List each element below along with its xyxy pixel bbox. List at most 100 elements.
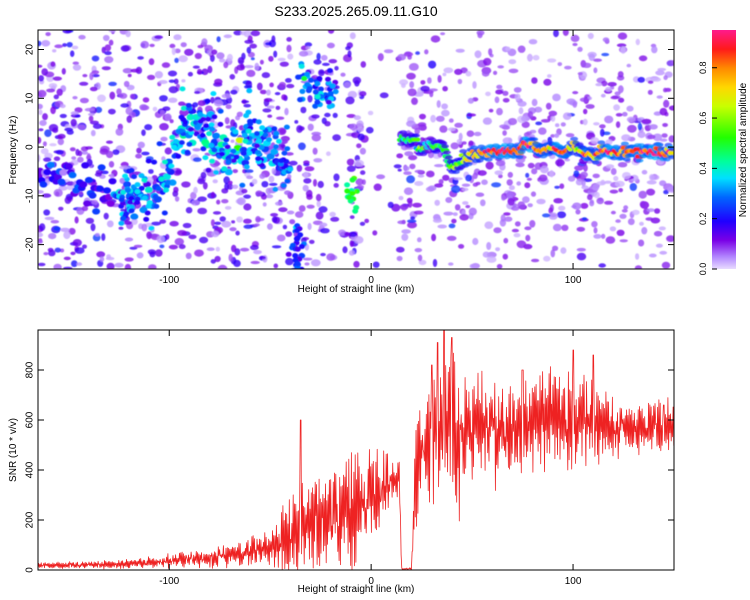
spectrogram-noise-cell [409, 163, 416, 170]
spectrogram-ridge-halo [668, 154, 674, 160]
spectrogram-noise-cell [199, 236, 209, 244]
spectrogram-blob-cell [344, 182, 351, 188]
spectrogram-noise-cell [103, 34, 110, 42]
spectrogram-noise-cell [38, 109, 43, 116]
spectrogram-noise-cell [590, 137, 600, 145]
spectrogram-noise-cell [285, 231, 293, 237]
spectrogram-noise-cell [638, 190, 647, 199]
spectrogram-noise-cell [254, 223, 260, 227]
spectrogram-noise-cell [74, 216, 79, 224]
spectrogram-noise-cell [629, 183, 637, 191]
spectrogram-noise-cell [250, 260, 260, 265]
spectrogram-noise-cell [593, 67, 598, 74]
spectrogram-energy-cell [127, 199, 133, 205]
spectrogram-noise-cell [158, 80, 168, 84]
spectrogram-noise-cell [593, 191, 600, 199]
spectrogram-noise-cell [583, 164, 588, 172]
spectrogram-noise-cell [627, 218, 635, 226]
spectrogram-noise-cell [580, 171, 588, 178]
spectrogram-noise-cell [598, 197, 603, 202]
spectrogram-noise-cell [516, 240, 527, 249]
spectrogram-blob-cell [306, 85, 313, 92]
spectrogram-noise-cell [326, 253, 336, 261]
spectrogram-noise-cell [328, 59, 338, 64]
spectrogram-blob-cell [298, 63, 305, 69]
spectrogram-noise-cell [432, 259, 438, 267]
spectrogram-noise-cell [496, 107, 503, 116]
spectrogram-noise-cell [38, 103, 43, 110]
spectrogram-noise-cell [560, 122, 566, 127]
spectrogram-noise-cell [494, 170, 504, 176]
spectrogram-noise-cell [38, 262, 46, 267]
spectrogram-noise-cell [144, 124, 153, 131]
spectrogram-energy-cell [287, 166, 294, 172]
spectrogram-noise-cell [58, 206, 64, 211]
spectrogram-energy-cell [223, 137, 230, 143]
spectrogram-frame [37, 29, 675, 270]
spectrogram-noise-cell [236, 216, 243, 223]
spectrogram-noise-cell [437, 75, 442, 83]
spectrogram-noise-cell [553, 198, 563, 204]
spectrogram-energy-cell [131, 174, 137, 180]
spectrogram-noise-cell [609, 189, 619, 194]
spectrogram-noise-cell [524, 182, 531, 189]
spectrogram-noise-cell [285, 257, 294, 266]
spectrogram-noise-cell [577, 46, 583, 52]
spectrogram-noise-cell [50, 219, 60, 224]
spectrogram-noise-cell [574, 165, 584, 171]
spectrogram-noise-cell [261, 72, 271, 79]
snr-y-label: SNR (10 * v/v) [8, 418, 19, 482]
spectrogram-noise-cell [439, 125, 448, 133]
spectrogram-noise-cell [286, 83, 295, 89]
spectrogram-blob-cell [353, 205, 360, 211]
spectrogram-noise-cell [663, 189, 669, 195]
spectrogram-noise-cell [255, 216, 261, 223]
spectrogram-ridge-cell [68, 171, 77, 179]
spectrogram-noise-cell [159, 110, 165, 117]
spectrogram-noise-cell [114, 262, 124, 268]
spectrogram-noise-cell [91, 199, 98, 205]
spectrogram-noise-cell [278, 207, 288, 213]
spectrogram-noise-cell [202, 182, 208, 190]
spectrogram-noise-cell [120, 103, 130, 108]
spectrogram-energy-cell [245, 128, 252, 134]
spectrogram-energy-cell [200, 146, 207, 152]
spectrogram-noise-cell [243, 224, 253, 229]
spectrogram-noise-cell [70, 251, 76, 256]
spectrogram-noise-cell [655, 243, 663, 248]
spectrogram-noise-cell [465, 70, 472, 77]
spectrogram-energy-cell [186, 141, 193, 147]
spectrogram-energy-cell [164, 183, 170, 189]
spectrogram-noise-cell [38, 64, 43, 68]
spectrogram-noise-cell [488, 48, 493, 56]
spectrogram-noise-cell [420, 80, 426, 85]
spectrogram-noise-cell [554, 185, 560, 189]
snr-x-tick-label: -100 [159, 576, 179, 587]
spectrogram-noise-cell [570, 34, 580, 43]
spectrogram-noise-cell [106, 140, 113, 144]
spectrogram-noise-cell [72, 64, 82, 71]
spectrogram-noise-cell [243, 218, 252, 224]
spectrogram-noise-cell [42, 113, 48, 121]
spectrogram-noise-cell [417, 122, 427, 127]
spectrogram-noise-cell [169, 43, 176, 49]
spectrogram-noise-cell [638, 239, 645, 247]
spectrogram-energy-cell [180, 105, 187, 111]
spectrogram-noise-cell [476, 30, 485, 36]
snr-x-label: Height of straight line (km) [298, 584, 415, 595]
spectrogram-noise-cell [485, 161, 494, 170]
spectrogram-noise-cell [453, 177, 463, 181]
spectrogram-noise-cell [434, 164, 444, 168]
spectrogram-noise-cell [403, 166, 410, 171]
spectrogram-noise-cell [267, 114, 273, 118]
spectrogram-noise-cell [140, 40, 150, 49]
spectrogram-ridge-halo [442, 150, 451, 155]
spectrogram-noise-cell [576, 252, 587, 261]
spectrogram-noise-cell [53, 226, 61, 231]
spectrogram-noise-cell [101, 233, 106, 241]
spectrogram-noise-cell [414, 169, 424, 173]
spectrogram-ridge-halo [530, 137, 539, 142]
spectrogram-ridge-cell [163, 173, 171, 180]
spectrogram-noise-cell [66, 181, 75, 186]
spectrogram-noise-cell [414, 248, 423, 253]
